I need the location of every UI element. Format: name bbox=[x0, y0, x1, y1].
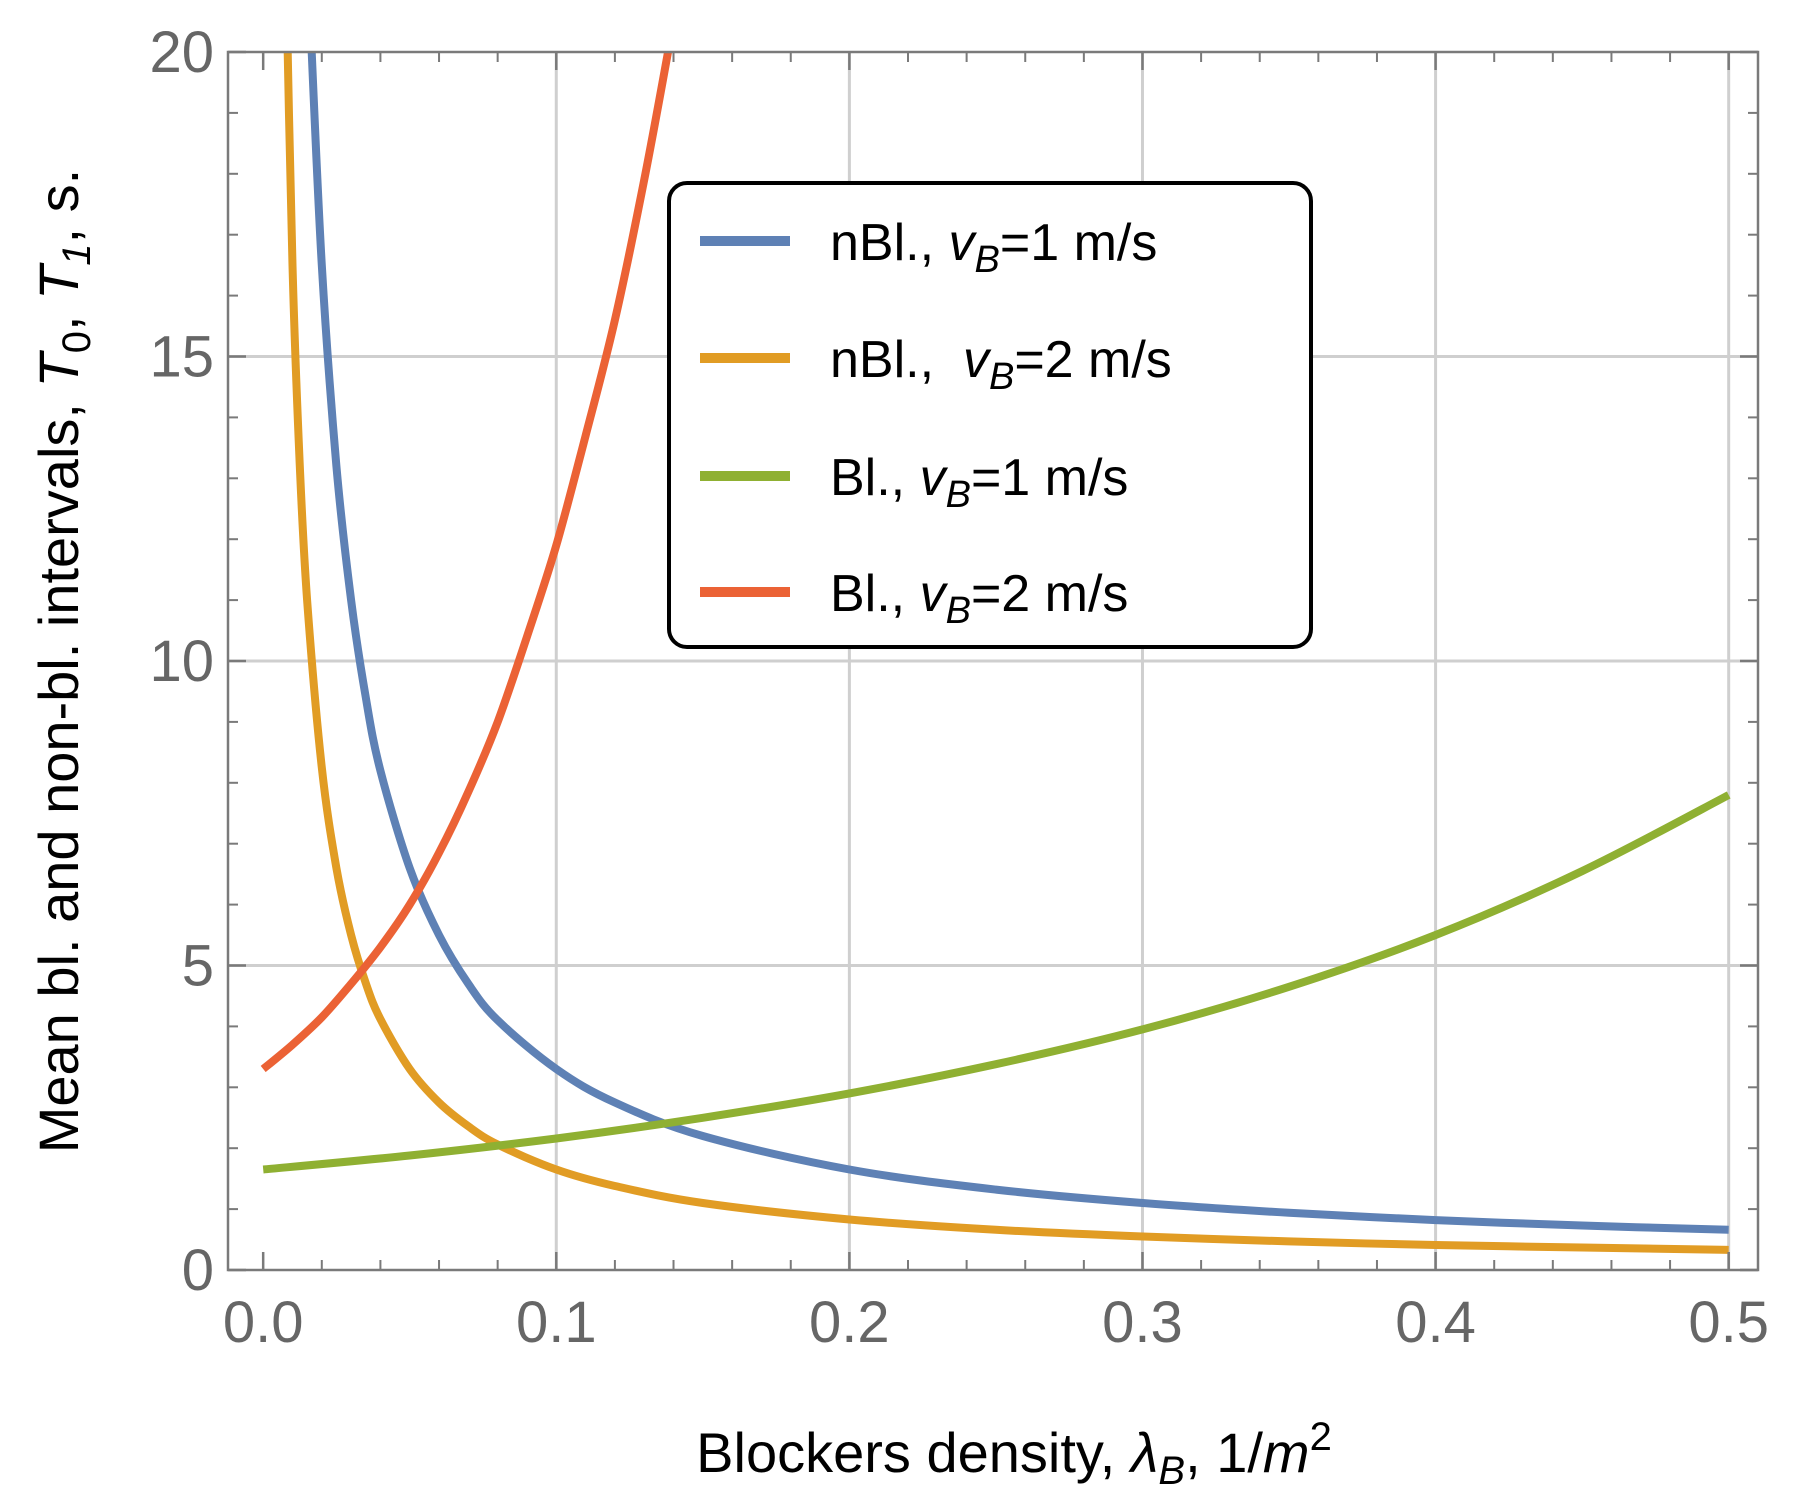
y-title-suffix: , s. bbox=[27, 169, 90, 244]
y-title-text: Mean bl. and non-bl. intervals, bbox=[27, 387, 90, 1153]
x-axis-title: Blockers density, λB, 1/m2 bbox=[696, 1415, 1332, 1493]
y-tick-label: 20 bbox=[149, 20, 214, 85]
legend-v: v bbox=[920, 449, 949, 507]
x-tick-label: 0.0 bbox=[223, 1290, 304, 1355]
legend-post: =1 m/s bbox=[1000, 214, 1158, 272]
legend-v-sub: B bbox=[946, 590, 971, 632]
legend-label-nbl-v2: nBl., vB=2 m/s bbox=[830, 331, 1172, 398]
series-line-bl-v1 bbox=[262, 791, 1731, 1174]
x-title-unit: m bbox=[1263, 1421, 1310, 1484]
legend-pre: nBl., bbox=[830, 331, 963, 389]
x-tick-label: 0.5 bbox=[1688, 1290, 1769, 1355]
legend-v: v bbox=[949, 214, 978, 272]
series-line-bl-v2 bbox=[260, 52, 673, 1073]
y-title-t1: T bbox=[27, 262, 90, 300]
legend-v-sub: B bbox=[975, 239, 1000, 281]
y-title-t0: T bbox=[27, 349, 90, 387]
y-tick-label: 15 bbox=[149, 325, 214, 390]
legend-box bbox=[667, 181, 1313, 649]
legend-item-bl-v1: Bl., vB=1 m/s bbox=[700, 449, 1128, 516]
y-tick-label: 0 bbox=[182, 1238, 214, 1303]
x-tick-label: 0.2 bbox=[809, 1290, 890, 1355]
legend-post: =2 m/s bbox=[971, 565, 1129, 623]
y-tick-label: 5 bbox=[182, 934, 214, 999]
axis-tick-labels: 0.0 0.1 0.2 0.3 0.4 0.5 0 5 10 15 20 bbox=[149, 20, 1769, 1355]
y-axis-title: Mean bl. and non-bl. intervals, T0, T1, … bbox=[27, 169, 99, 1154]
legend-pre: Bl., bbox=[830, 449, 920, 507]
legend-item-nbl-v1: nBl., vB=1 m/s bbox=[700, 214, 1157, 281]
x-tick-label: 0.3 bbox=[1102, 1290, 1183, 1355]
legend-label-bl-v2: Bl., vB=2 m/s bbox=[830, 565, 1128, 632]
x-title-lambda: λ bbox=[1128, 1421, 1159, 1484]
x-title-prefix: Blockers density, bbox=[696, 1421, 1131, 1484]
legend-item-nbl-v2: nBl., vB=2 m/s bbox=[700, 331, 1172, 398]
series-line-nbl-v2 bbox=[283, 52, 1729, 1254]
x-title-middle: , 1/ bbox=[1185, 1421, 1263, 1484]
x-tick-label: 0.4 bbox=[1395, 1290, 1476, 1355]
x-title-unit-sup: 2 bbox=[1310, 1415, 1332, 1459]
y-title-sep: , bbox=[27, 300, 90, 331]
legend: nBl., vB=1 m/s nBl., vB=2 m/s Bl., vB=1 … bbox=[667, 181, 1313, 649]
legend-pre: nBl., bbox=[830, 214, 949, 272]
axis-ticks bbox=[228, 50, 1758, 1272]
series-layer bbox=[260, 52, 1731, 1254]
legend-v: v bbox=[963, 331, 992, 389]
legend-item-bl-v2: Bl., vB=2 m/s bbox=[700, 565, 1128, 632]
legend-pre: Bl., bbox=[830, 565, 920, 623]
legend-v-sub: B bbox=[989, 356, 1014, 398]
legend-v: v bbox=[920, 565, 949, 623]
legend-post: =2 m/s bbox=[1014, 331, 1172, 389]
y-tick-label: 10 bbox=[149, 629, 214, 694]
legend-post: =1 m/s bbox=[971, 449, 1129, 507]
legend-label-bl-v1: Bl., vB=1 m/s bbox=[830, 449, 1128, 516]
legend-v-sub: B bbox=[946, 474, 971, 516]
y-title-t1-sub: 1 bbox=[55, 243, 99, 265]
series-line-nbl-v1 bbox=[307, 52, 1729, 1234]
legend-label-nbl-v1: nBl., vB=1 m/s bbox=[830, 214, 1157, 281]
x-title-lambda-sub: B bbox=[1158, 1449, 1185, 1493]
y-title-t0-sub: 0 bbox=[55, 331, 99, 353]
x-tick-label: 0.1 bbox=[516, 1290, 597, 1355]
